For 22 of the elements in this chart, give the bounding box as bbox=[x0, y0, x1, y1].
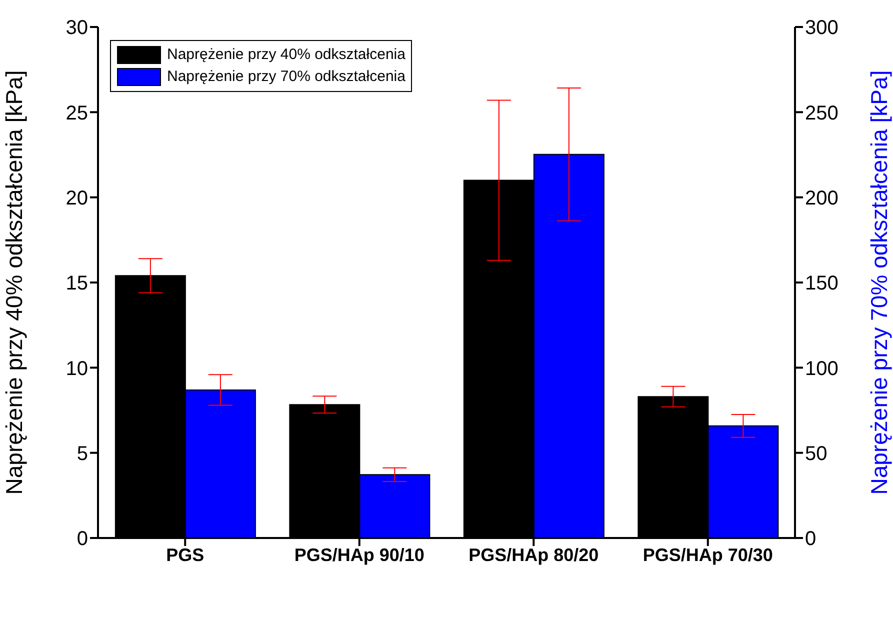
legend-label: Naprężenie przy 40% odkształcenia bbox=[167, 45, 406, 65]
y2-tick-label: 100 bbox=[805, 358, 838, 380]
y2-tick-label: 300 bbox=[805, 17, 838, 40]
x-tick-label: PGS/HAp 70/30 bbox=[642, 544, 773, 565]
y2-tick-label: 0 bbox=[805, 528, 816, 550]
y-tick-label: 5 bbox=[76, 442, 88, 465]
y-tick-label: 20 bbox=[66, 187, 88, 210]
x-tick-label: PGS/HAp 80/20 bbox=[468, 544, 599, 565]
legend-label: Naprężenie przy 70% odkształcenia bbox=[167, 67, 406, 87]
x-tick-label: PGS bbox=[166, 544, 204, 565]
y2-tick-label: 250 bbox=[805, 102, 838, 124]
y-axis-title: Naprężenie przy 40% odkształcenia [kPa] bbox=[1, 70, 28, 495]
y2-tick-label: 200 bbox=[805, 187, 838, 210]
y2-axis-title: Naprężenie przy 70% odkształcenia [kPa] bbox=[866, 70, 892, 495]
x-tick-label: PGS/HAp 90/10 bbox=[294, 544, 424, 565]
y-tick-label: 10 bbox=[66, 358, 88, 380]
y-tick-label: 0 bbox=[76, 528, 88, 550]
y-tick-label: 15 bbox=[66, 272, 88, 295]
y-tick-label: 30 bbox=[66, 17, 88, 40]
y2-tick-label: 150 bbox=[805, 272, 838, 295]
y-tick-label: 25 bbox=[66, 102, 88, 124]
y2-tick-label: 50 bbox=[805, 442, 828, 465]
